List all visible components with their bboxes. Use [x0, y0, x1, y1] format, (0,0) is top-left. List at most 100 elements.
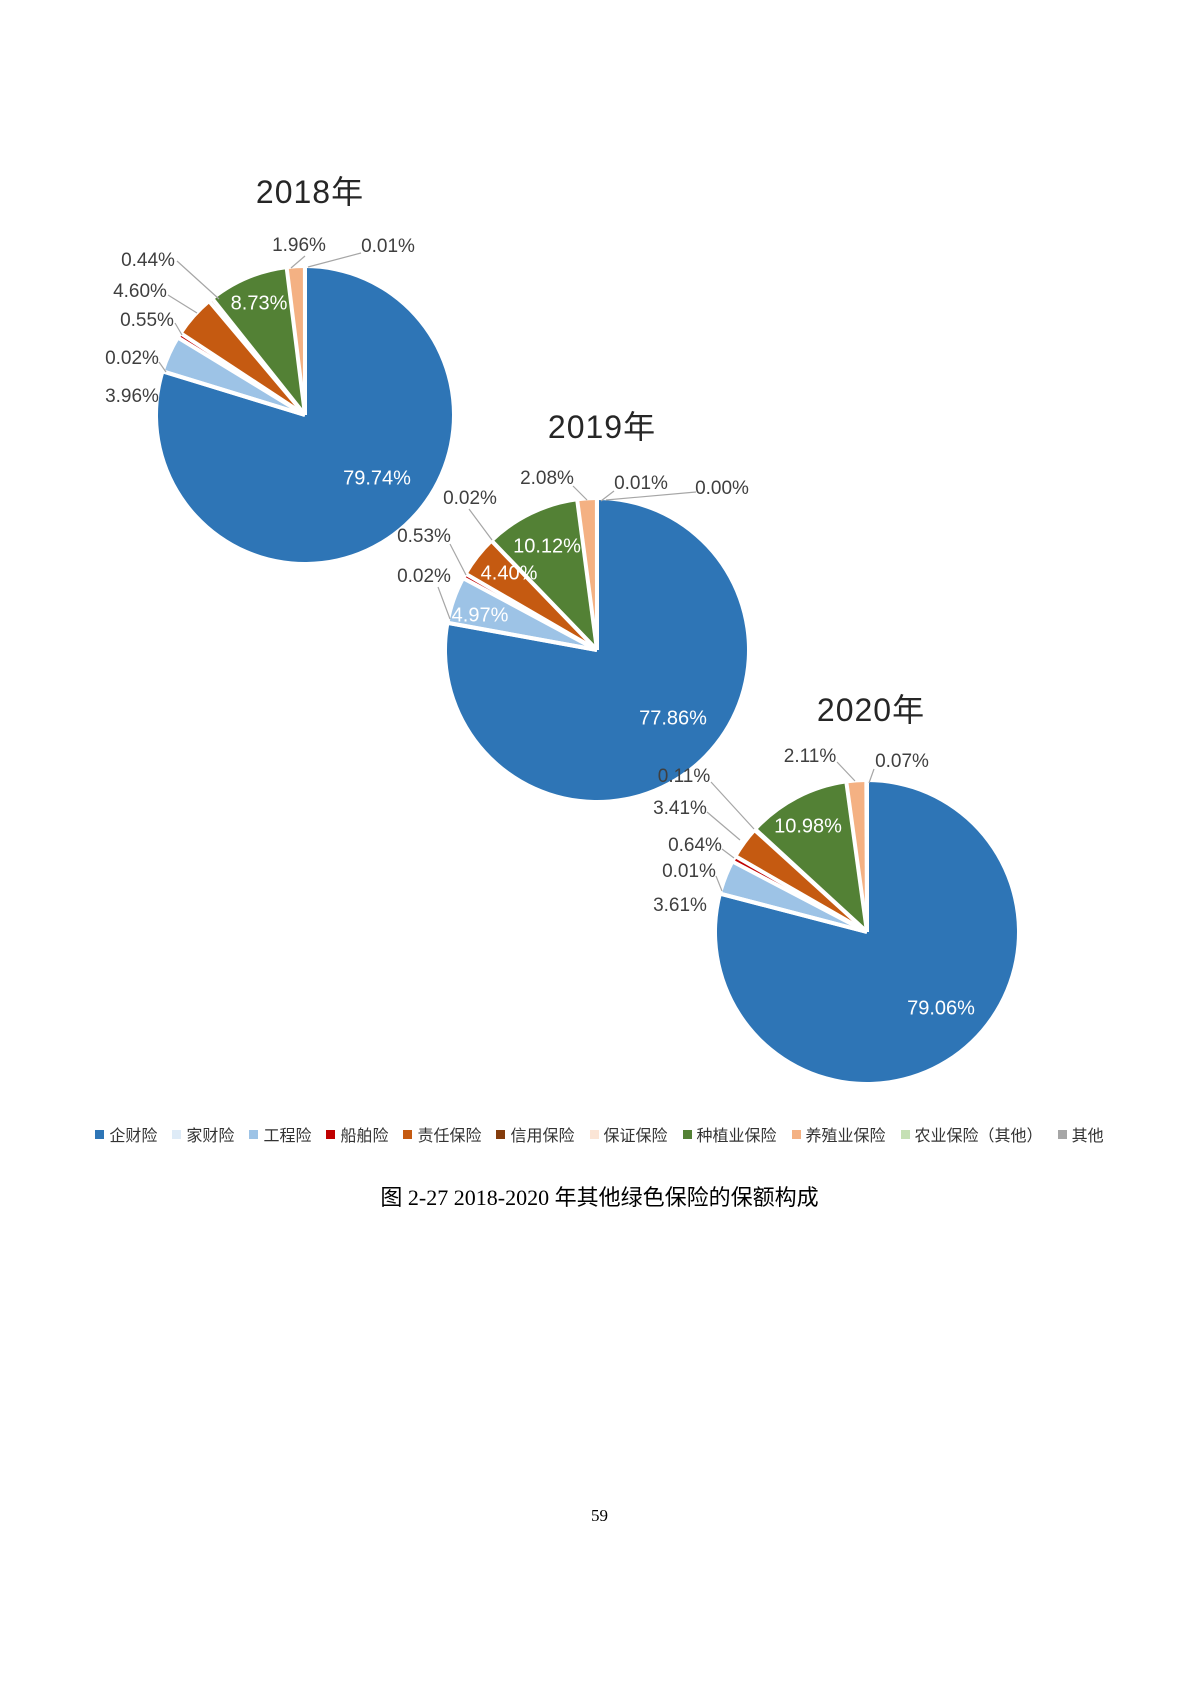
legend-item-4: 责任保险 [403, 1122, 481, 1146]
label-leader-line [176, 260, 220, 300]
pie-value-label: 1.96% [272, 235, 326, 256]
label-leader-line [167, 294, 198, 314]
legend-label: 其他 [1071, 1128, 1104, 1145]
legend-marker [589, 1129, 599, 1139]
pie-value-label: 0.02% [105, 348, 159, 369]
pie-slice-divider [720, 891, 868, 934]
label-leader-line [600, 490, 615, 502]
legend-item-9: 农业保险（其他） [900, 1122, 1043, 1146]
legend-marker [1057, 1129, 1067, 1139]
pie-value-label: 2.11% [783, 746, 837, 767]
legend-marker [496, 1129, 506, 1139]
legend-label: 船舶险 [340, 1128, 389, 1145]
label-leader-line [307, 252, 362, 268]
page-number: 59 [591, 1506, 608, 1525]
pie-slice-divider [575, 500, 599, 651]
pie-value-label: 4.97% [451, 604, 509, 627]
label-leader-line [290, 255, 306, 269]
pie-value-label: 10.98% [774, 815, 842, 838]
pie-value-label: 0.53% [397, 526, 451, 547]
pie-value-label: 0.44% [121, 250, 175, 271]
legend-marker [326, 1129, 336, 1139]
pie-slice-divider [180, 332, 307, 417]
pie-title-2019: 2019年 [547, 409, 657, 445]
pie-value-label: 0.01% [662, 861, 716, 882]
pie-slice-divider [465, 572, 599, 652]
legend-label: 责任保险 [417, 1128, 482, 1145]
label-leader-line [437, 586, 451, 620]
pie-slice-divider [844, 782, 869, 933]
label-leader-line [836, 761, 856, 782]
pie-value-label: 0.01% [614, 473, 668, 494]
pie-value-label: 3.41% [653, 798, 707, 819]
legend-marker [900, 1129, 910, 1139]
legend-item-8: 养殖业保险 [791, 1122, 886, 1146]
legend-marker [403, 1129, 413, 1139]
pie-slice-divider [754, 828, 869, 934]
legend-marker [249, 1129, 259, 1139]
label-leader-line [715, 875, 723, 892]
pie-title-2020: 2020年 [816, 692, 926, 728]
legend-item-2: 工程险 [249, 1122, 311, 1146]
legend-marker [791, 1129, 801, 1139]
label-leader-line [158, 361, 167, 373]
legend-item-7: 种植业保险 [682, 1122, 777, 1146]
legend-label: 企财险 [109, 1128, 158, 1145]
pie-slice-divider [735, 855, 868, 934]
legend-label: 信用保险 [510, 1128, 575, 1145]
pie-value-label: 4.40% [480, 562, 538, 585]
pie-value-label: 79.06% [907, 997, 975, 1020]
pie-value-label: 79.74% [343, 467, 411, 490]
legend-label: 保证保险 [603, 1128, 668, 1145]
pie-value-label: 77.86% [639, 707, 707, 730]
chart-legend: 企财险 家财险 工程险 船舶险 责任保险 信用保险 保证保险 种植业保险 养殖业保险 农业保险（其… [0, 1122, 1199, 1146]
pie-title-2018: 2018年 [255, 174, 365, 210]
label-leader-line [710, 781, 755, 830]
label-leader-line [605, 491, 697, 501]
pie-value-label: 0.02% [397, 566, 451, 587]
pie-slice-divider [491, 540, 599, 652]
legend-item-10: 其他 [1057, 1122, 1104, 1146]
legend-label: 养殖业保险 [805, 1128, 886, 1145]
legend-label: 家财险 [186, 1128, 235, 1145]
legend-item-6: 保证保险 [589, 1122, 668, 1146]
pie-slice-责任保险 [467, 542, 597, 650]
pie-value-label: 3.61% [653, 895, 707, 916]
pie-slice-divider [284, 268, 307, 416]
pie-slice-种植业保险 [756, 783, 867, 932]
legend-label: 工程险 [263, 1128, 312, 1145]
label-leader-line [449, 543, 467, 576]
pie-slice-divider [864, 781, 869, 933]
pie-value-label: 0.07% [875, 751, 929, 772]
label-leader-line [468, 508, 493, 541]
legend-marker [172, 1129, 182, 1139]
label-leader-line [706, 811, 741, 841]
legend-marker [95, 1129, 105, 1139]
legend-label: 农业保险（其他） [914, 1128, 1043, 1145]
pie-slice-种植业保险 [492, 501, 597, 650]
pie-value-label: 10.12% [513, 535, 581, 558]
figure-caption: 图 2-27 2018-2020 年其他绿色保险的保额构成 [380, 1185, 819, 1210]
pie-value-label: 0.02% [443, 488, 497, 509]
pie-slice-责任保险 [737, 831, 867, 932]
pie-slice-divider [448, 621, 598, 652]
pie-slice-divider [211, 298, 307, 417]
pie-value-label: 3.96% [105, 386, 159, 407]
pie-value-label: 0.01% [361, 236, 415, 257]
legend-marker [682, 1129, 692, 1139]
pie-value-label: 4.60% [113, 281, 167, 302]
pie-value-label: 0.55% [120, 310, 174, 331]
label-leader-line [721, 848, 735, 859]
pie-value-label: 2.08% [520, 468, 574, 489]
pie-value-label: 8.73% [230, 292, 288, 315]
legend-label: 种植业保险 [696, 1128, 777, 1145]
pie-value-label: 0.64% [668, 835, 722, 856]
pie-value-label: 0.11% [657, 766, 711, 787]
label-leader-line [572, 485, 588, 501]
legend-item-3: 船舶险 [326, 1122, 388, 1146]
legend-item-0: 企财险 [95, 1122, 157, 1146]
pie-slice-divider [163, 369, 306, 417]
pie-slice-种植业保险 [213, 269, 305, 415]
